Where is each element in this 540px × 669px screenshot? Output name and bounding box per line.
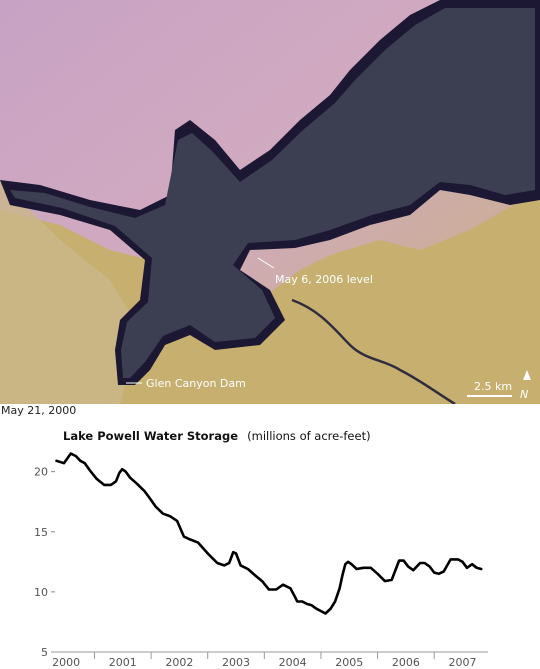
chart-title-units: (millions of acre-feet): [247, 429, 370, 443]
north-arrow-icon: [523, 370, 531, 380]
scale-label: 2.5 km: [474, 380, 512, 393]
current-level-label: May 6, 2006 level: [275, 273, 373, 286]
water-storage-chart: Lake Powell Water Storage (millions of a…: [34, 425, 488, 669]
image-date-caption: May 21, 2000: [1, 404, 77, 417]
chart-title: Lake Powell Water Storage (millions of a…: [63, 425, 371, 444]
x-tick-label: 2001: [109, 656, 137, 669]
lake-water: [10, 8, 535, 378]
x-tick-label: 2002: [165, 656, 193, 669]
y-tick-label: 15: [34, 526, 48, 539]
x-tick-label: 2003: [222, 656, 250, 669]
y-tick-label: 20: [34, 466, 48, 479]
x-tick-label: 2000: [52, 656, 80, 669]
terrain-plains-left: [0, 180, 140, 404]
satellite-image: May 6, 2006 level Glen Canyon Dam 2.5 km…: [0, 0, 540, 404]
x-tick-label: 2005: [335, 656, 363, 669]
chart-title-main: Lake Powell Water Storage: [63, 429, 238, 443]
colorado-river: [291, 298, 456, 404]
level-leader-line: [257, 257, 275, 269]
x-tick-label: 2006: [392, 656, 420, 669]
x-tick-label: 2004: [279, 656, 307, 669]
storage-line: [55, 452, 483, 615]
x-tick-label: 2007: [449, 656, 477, 669]
north-label: N: [520, 388, 528, 401]
x-axis: 2000 2001 2002 2003 2004 2005 2006 2007: [52, 651, 488, 669]
y-tick-label: 5: [41, 646, 48, 659]
y-tick-label: 10: [34, 586, 48, 599]
dam-label: Glen Canyon Dam: [146, 377, 246, 390]
y-axis: 5 10 15 20: [34, 466, 55, 659]
